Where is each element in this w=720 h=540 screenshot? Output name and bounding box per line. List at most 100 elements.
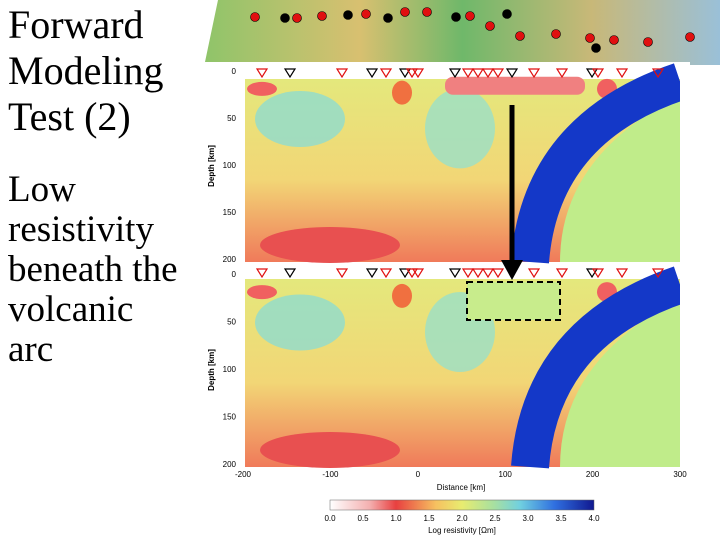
station (651, 68, 665, 79)
station-strip (245, 65, 680, 79)
station (448, 268, 462, 279)
station (405, 268, 419, 279)
map-marker (292, 13, 302, 23)
conductor-blob (392, 283, 412, 308)
station (255, 68, 269, 79)
depth-tick-label: 150 (223, 208, 237, 217)
terrain-map (205, 0, 720, 210)
map-marker (502, 9, 512, 19)
depth-tick-label: 200 (223, 255, 237, 264)
map-marker (250, 12, 260, 22)
distance-tick-label: 200 (586, 470, 600, 479)
depth-axis-label: Depth [km] (207, 145, 216, 187)
map-marker (451, 12, 461, 22)
station (585, 268, 599, 279)
resistive-blob (255, 91, 345, 147)
station (491, 268, 505, 279)
colorbar (329, 499, 595, 511)
map-marker (551, 29, 561, 39)
mask (680, 65, 720, 265)
conductor-blob (247, 81, 277, 96)
slide-body: Low resistivity beneath the volcanic arc (8, 169, 178, 370)
station (379, 68, 393, 79)
station (335, 268, 349, 279)
ocean-mantle (560, 95, 680, 262)
depth-tick-label: 0 (232, 67, 237, 76)
conductor-blob (392, 80, 412, 105)
conductor-band (445, 76, 585, 95)
map-marker (361, 9, 371, 19)
map-marker (280, 13, 290, 23)
map-marker (422, 7, 432, 17)
conductor-blob (260, 432, 400, 468)
slide-title: Forward Modeling Test (2) (8, 2, 164, 139)
distance-tick-label: 0 (416, 470, 421, 479)
station (448, 68, 462, 79)
conductor-blob (260, 227, 400, 263)
station (505, 68, 519, 79)
station (651, 268, 665, 279)
depth-tick-label: 50 (227, 318, 236, 327)
station (481, 68, 495, 79)
station (527, 268, 541, 279)
colorbar-tick-label: 2.0 (456, 514, 468, 523)
station-strip (245, 265, 680, 279)
map-marker (317, 11, 327, 21)
arrow-head (501, 260, 523, 280)
map-marker (585, 33, 595, 43)
colorbar-tick-label: 1.0 (390, 514, 402, 523)
station (615, 268, 629, 279)
depth-tick-label: 0 (232, 270, 237, 279)
map-marker (343, 10, 353, 20)
conductor-blob (247, 285, 277, 300)
distance-tick-label: -100 (322, 470, 339, 479)
map-marker (383, 13, 393, 23)
map-marker (685, 32, 695, 42)
colorbar-tick-label: 0.0 (324, 514, 336, 523)
station (335, 68, 349, 79)
station (255, 268, 269, 279)
depth-tick-label: 150 (223, 413, 237, 422)
map-marker (400, 7, 410, 17)
map-marker (591, 43, 601, 53)
depth-axis-label: Depth [km] (207, 349, 216, 391)
station (283, 268, 297, 279)
slab (511, 63, 687, 264)
depth-tick-label: 200 (223, 460, 237, 469)
distance-tick-label: -200 (235, 470, 252, 479)
station (411, 268, 425, 279)
station (471, 68, 485, 79)
station (461, 268, 475, 279)
station (461, 68, 475, 79)
station (585, 68, 599, 79)
colorbar-tick-label: 1.5 (423, 514, 435, 523)
slab (511, 266, 687, 469)
mask (680, 265, 720, 470)
station (555, 268, 569, 279)
map-marker (609, 35, 619, 45)
ocean-mantle (560, 298, 680, 467)
resistive-blob (255, 294, 345, 351)
station (398, 268, 412, 279)
map-marker (465, 11, 475, 21)
station (481, 268, 495, 279)
station (405, 68, 419, 79)
station (411, 68, 425, 79)
station (365, 268, 379, 279)
depth-tick-label: 100 (223, 365, 237, 374)
test-block (466, 281, 561, 321)
station (365, 68, 379, 79)
colorbar-tick-label: 3.5 (555, 514, 567, 523)
distance-tick-label: 100 (499, 470, 513, 479)
colorbar-label: Log resistivity [Ωm] (428, 526, 496, 535)
station (591, 68, 605, 79)
station (591, 268, 605, 279)
depth-tick-label: 100 (223, 161, 237, 170)
distance-axis-label: Distance [km] (437, 483, 485, 492)
station (398, 68, 412, 79)
colorbar-tick-label: 2.5 (489, 514, 501, 523)
map-marker (515, 31, 525, 41)
station (527, 68, 541, 79)
